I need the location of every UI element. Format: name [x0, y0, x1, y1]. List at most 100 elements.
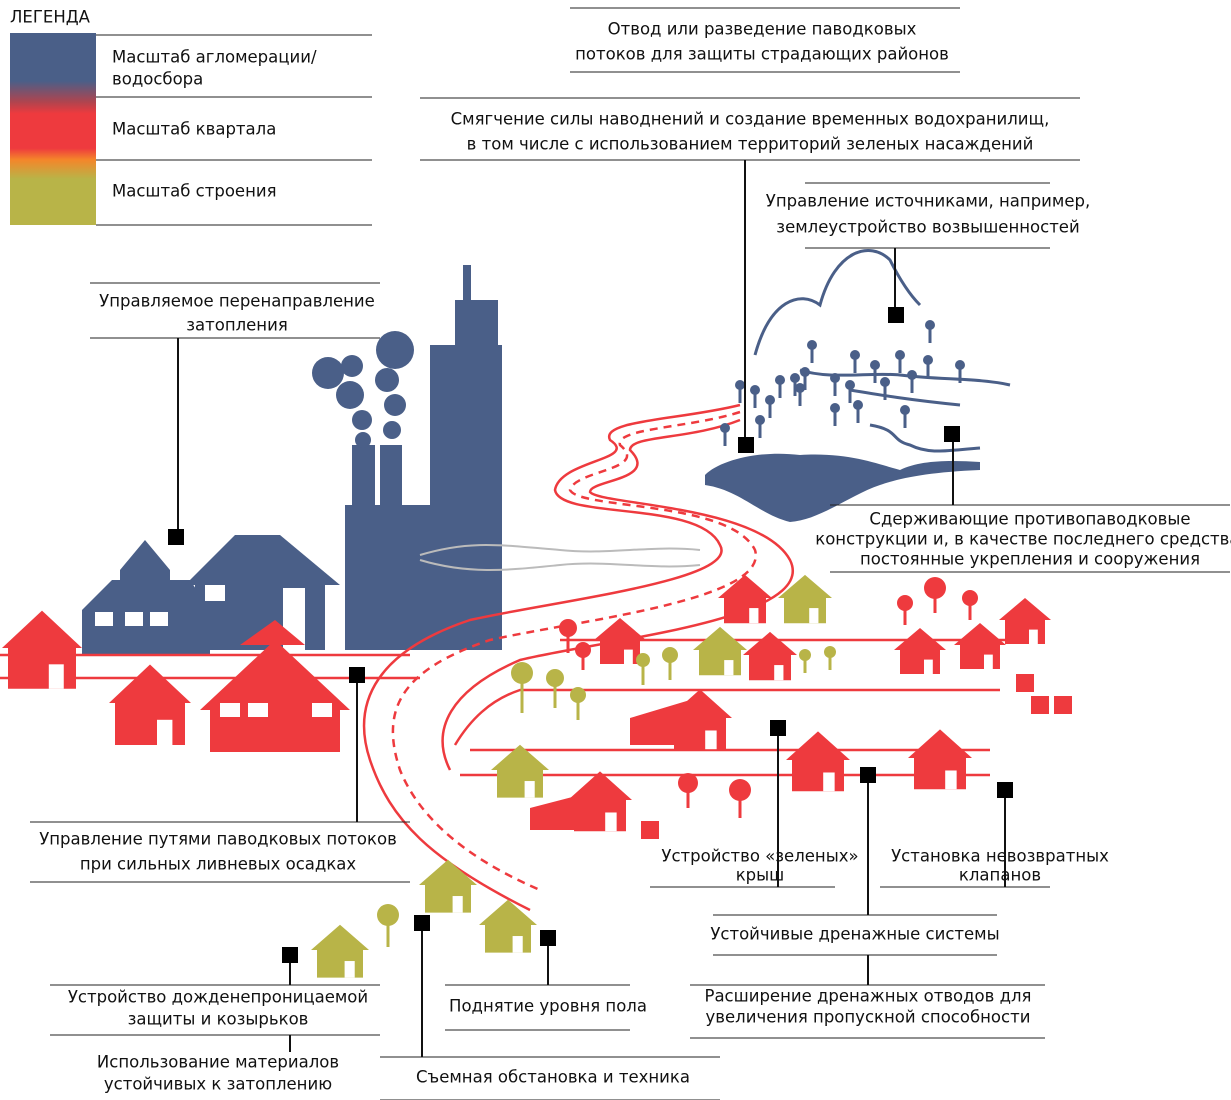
door — [1029, 630, 1038, 644]
tree-crown — [807, 340, 817, 350]
marker — [349, 667, 365, 683]
tree-crown — [955, 360, 965, 370]
marker — [540, 930, 556, 946]
label-text: Сдерживающие противопаводковые — [869, 510, 1190, 529]
tree-crown — [897, 595, 913, 611]
tree-crown — [775, 375, 785, 385]
legend-swatch — [10, 33, 96, 225]
label-text: постоянные укрепления и сооружения — [860, 550, 1200, 569]
tree-crown — [735, 380, 745, 390]
marker — [282, 947, 298, 963]
door — [345, 961, 355, 978]
door — [513, 936, 523, 953]
label-text: Смягчение силы наводнений и создание вре… — [451, 110, 1050, 129]
house — [200, 640, 350, 752]
valve — [641, 821, 659, 839]
tree-crown — [377, 904, 399, 926]
tree-crown — [850, 350, 860, 360]
window — [312, 703, 332, 717]
house — [908, 729, 972, 789]
house — [479, 900, 537, 953]
tree-crown — [853, 400, 863, 410]
door — [945, 770, 956, 789]
infographic: Отвод или разведение паводковыхпотоков д… — [0, 0, 1231, 1100]
label-text: в том числе с использованием территорий … — [467, 135, 1034, 154]
label-text: Управление источниками, например, — [766, 192, 1090, 211]
door — [453, 896, 463, 913]
door — [823, 772, 834, 791]
house — [109, 665, 191, 746]
valve — [1031, 696, 1049, 714]
label-text: клапанов — [959, 866, 1041, 885]
tree-crown — [925, 320, 935, 330]
tree-crown — [795, 383, 805, 393]
tree-crown — [895, 350, 905, 360]
legend-label: Масштаб строения — [112, 182, 277, 201]
label-text: Управление путями паводковых потоков — [39, 830, 397, 849]
tree-crown — [765, 395, 775, 405]
label-text: конструкции и, в качестве последнего сре… — [815, 530, 1231, 549]
label-text: Устойчивые дренажные системы — [710, 925, 999, 944]
label-text: Поднятие уровня пола — [449, 997, 647, 1016]
label-text: при сильных ливневых осадках — [80, 855, 357, 874]
marker — [738, 437, 754, 453]
house — [894, 628, 946, 674]
tree-crown — [570, 687, 586, 703]
marker — [770, 720, 786, 736]
door — [605, 812, 616, 831]
tree-crown — [845, 380, 855, 390]
tree-crown — [870, 360, 880, 370]
label-text: устойчивых к затоплению — [104, 1075, 332, 1094]
label-text: Съемная обстановка и техника — [416, 1068, 690, 1087]
door — [624, 650, 633, 664]
marker — [860, 767, 876, 783]
house — [311, 925, 369, 978]
marker — [997, 782, 1013, 798]
legend-label: Масштаб квартала — [112, 120, 276, 139]
door — [984, 655, 993, 669]
tree-crown — [830, 373, 840, 383]
label-text: защиты и козырьков — [128, 1010, 309, 1029]
tree-crown — [800, 367, 810, 377]
marker — [944, 426, 960, 442]
label-text: Устройство «зеленых» — [661, 847, 858, 866]
tree-crown — [511, 662, 533, 684]
legend-title: ЛЕГЕНДА — [10, 8, 91, 27]
label-text: Установка невозвратных — [891, 847, 1109, 866]
tree-crown — [824, 646, 836, 658]
door — [705, 730, 716, 749]
label-text: увеличения пропускной способности — [706, 1008, 1031, 1027]
house — [491, 745, 549, 798]
legend-label: водосбора — [112, 70, 203, 89]
door — [157, 720, 172, 745]
house — [999, 598, 1051, 644]
label-text: Использование материалов — [97, 1053, 339, 1072]
marker — [414, 915, 430, 931]
tree-crown — [962, 590, 978, 606]
tree-crown — [907, 370, 917, 380]
valve — [1016, 674, 1034, 692]
marker — [888, 307, 904, 323]
label-text: землеустройство возвышенностей — [776, 218, 1079, 237]
hills — [755, 250, 1010, 451]
factory — [312, 265, 502, 650]
house — [693, 627, 747, 675]
house — [419, 860, 477, 913]
tree-crown — [636, 653, 650, 667]
marker — [168, 529, 184, 545]
tree-crown — [662, 647, 678, 663]
door — [49, 664, 64, 688]
door — [724, 660, 733, 675]
window — [220, 703, 240, 717]
label-text: затопления — [186, 316, 288, 335]
label-text: Отвод или разведение паводковых — [608, 20, 917, 39]
door — [924, 660, 933, 674]
shed — [530, 795, 580, 830]
window — [248, 703, 268, 717]
shed — [630, 700, 690, 745]
label-text: Управляемое перенаправление — [99, 292, 375, 311]
label-text: Устройство дожденепроницаемой — [68, 988, 368, 1007]
legend-label: Масштаб агломерации/ — [112, 48, 317, 67]
house — [718, 575, 772, 623]
door — [525, 781, 535, 798]
